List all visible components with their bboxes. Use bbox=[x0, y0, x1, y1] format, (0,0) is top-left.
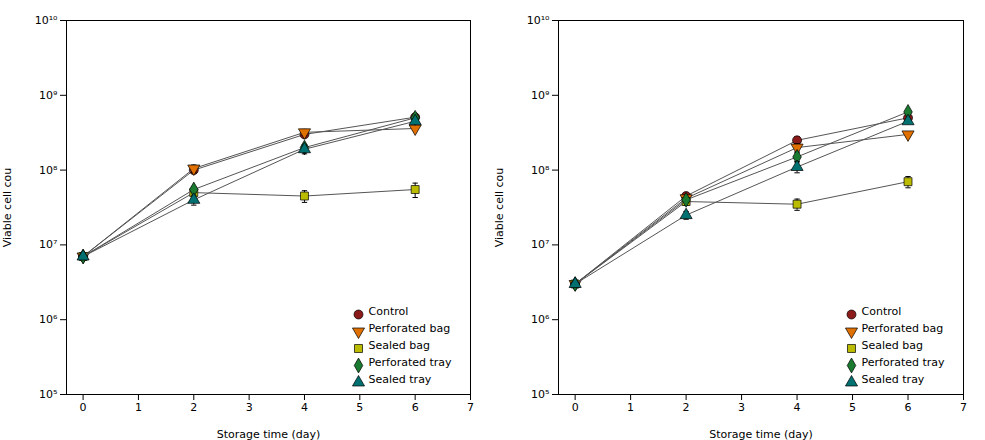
svg-text:10⁶: 10⁶ bbox=[531, 313, 550, 326]
svg-text:10⁹: 10⁹ bbox=[39, 89, 57, 102]
svg-text:10¹⁰: 10¹⁰ bbox=[527, 14, 550, 27]
svg-text:Viable cell cou: Viable cell cou bbox=[493, 168, 506, 248]
svg-text:Perforated bag: Perforated bag bbox=[369, 322, 451, 335]
svg-text:1: 1 bbox=[627, 401, 634, 414]
svg-text:4: 4 bbox=[301, 401, 308, 414]
svg-text:10¹⁰: 10¹⁰ bbox=[35, 14, 58, 27]
svg-text:10⁷: 10⁷ bbox=[39, 238, 57, 251]
svg-text:Viable cell cou: Viable cell cou bbox=[1, 168, 14, 248]
svg-text:4: 4 bbox=[794, 401, 801, 414]
svg-text:2: 2 bbox=[190, 401, 197, 414]
svg-text:Sealed tray: Sealed tray bbox=[369, 373, 432, 386]
svg-text:6: 6 bbox=[905, 401, 912, 414]
svg-text:6: 6 bbox=[412, 401, 419, 414]
svg-text:10⁷: 10⁷ bbox=[531, 238, 549, 251]
svg-text:10⁹: 10⁹ bbox=[531, 89, 549, 102]
svg-text:5: 5 bbox=[356, 401, 363, 414]
svg-text:0: 0 bbox=[572, 401, 579, 414]
svg-text:Sealed tray: Sealed tray bbox=[862, 373, 925, 386]
svg-text:Control: Control bbox=[862, 305, 902, 318]
svg-text:2: 2 bbox=[683, 401, 690, 414]
svg-text:10⁵: 10⁵ bbox=[531, 388, 549, 401]
svg-text:Perforated tray: Perforated tray bbox=[369, 356, 453, 369]
svg-text:3: 3 bbox=[246, 401, 253, 414]
svg-text:3: 3 bbox=[738, 401, 745, 414]
svg-text:Storage time (day): Storage time (day) bbox=[217, 428, 321, 440]
svg-text:10⁸: 10⁸ bbox=[39, 164, 58, 177]
svg-text:Storage time (day): Storage time (day) bbox=[709, 428, 813, 440]
svg-text:1: 1 bbox=[135, 401, 142, 414]
svg-text:5: 5 bbox=[849, 401, 856, 414]
svg-text:Sealed bag: Sealed bag bbox=[862, 339, 924, 352]
svg-text:10⁶: 10⁶ bbox=[39, 313, 58, 326]
svg-text:0: 0 bbox=[80, 401, 87, 414]
svg-text:Sealed bag: Sealed bag bbox=[369, 339, 431, 352]
svg-text:10⁸: 10⁸ bbox=[531, 164, 550, 177]
svg-text:Perforated bag: Perforated bag bbox=[862, 322, 944, 335]
svg-text:7: 7 bbox=[467, 401, 474, 414]
svg-text:10⁵: 10⁵ bbox=[39, 388, 57, 401]
svg-text:Perforated tray: Perforated tray bbox=[862, 356, 946, 369]
svg-text:Control: Control bbox=[369, 305, 409, 318]
svg-text:7: 7 bbox=[960, 401, 967, 414]
